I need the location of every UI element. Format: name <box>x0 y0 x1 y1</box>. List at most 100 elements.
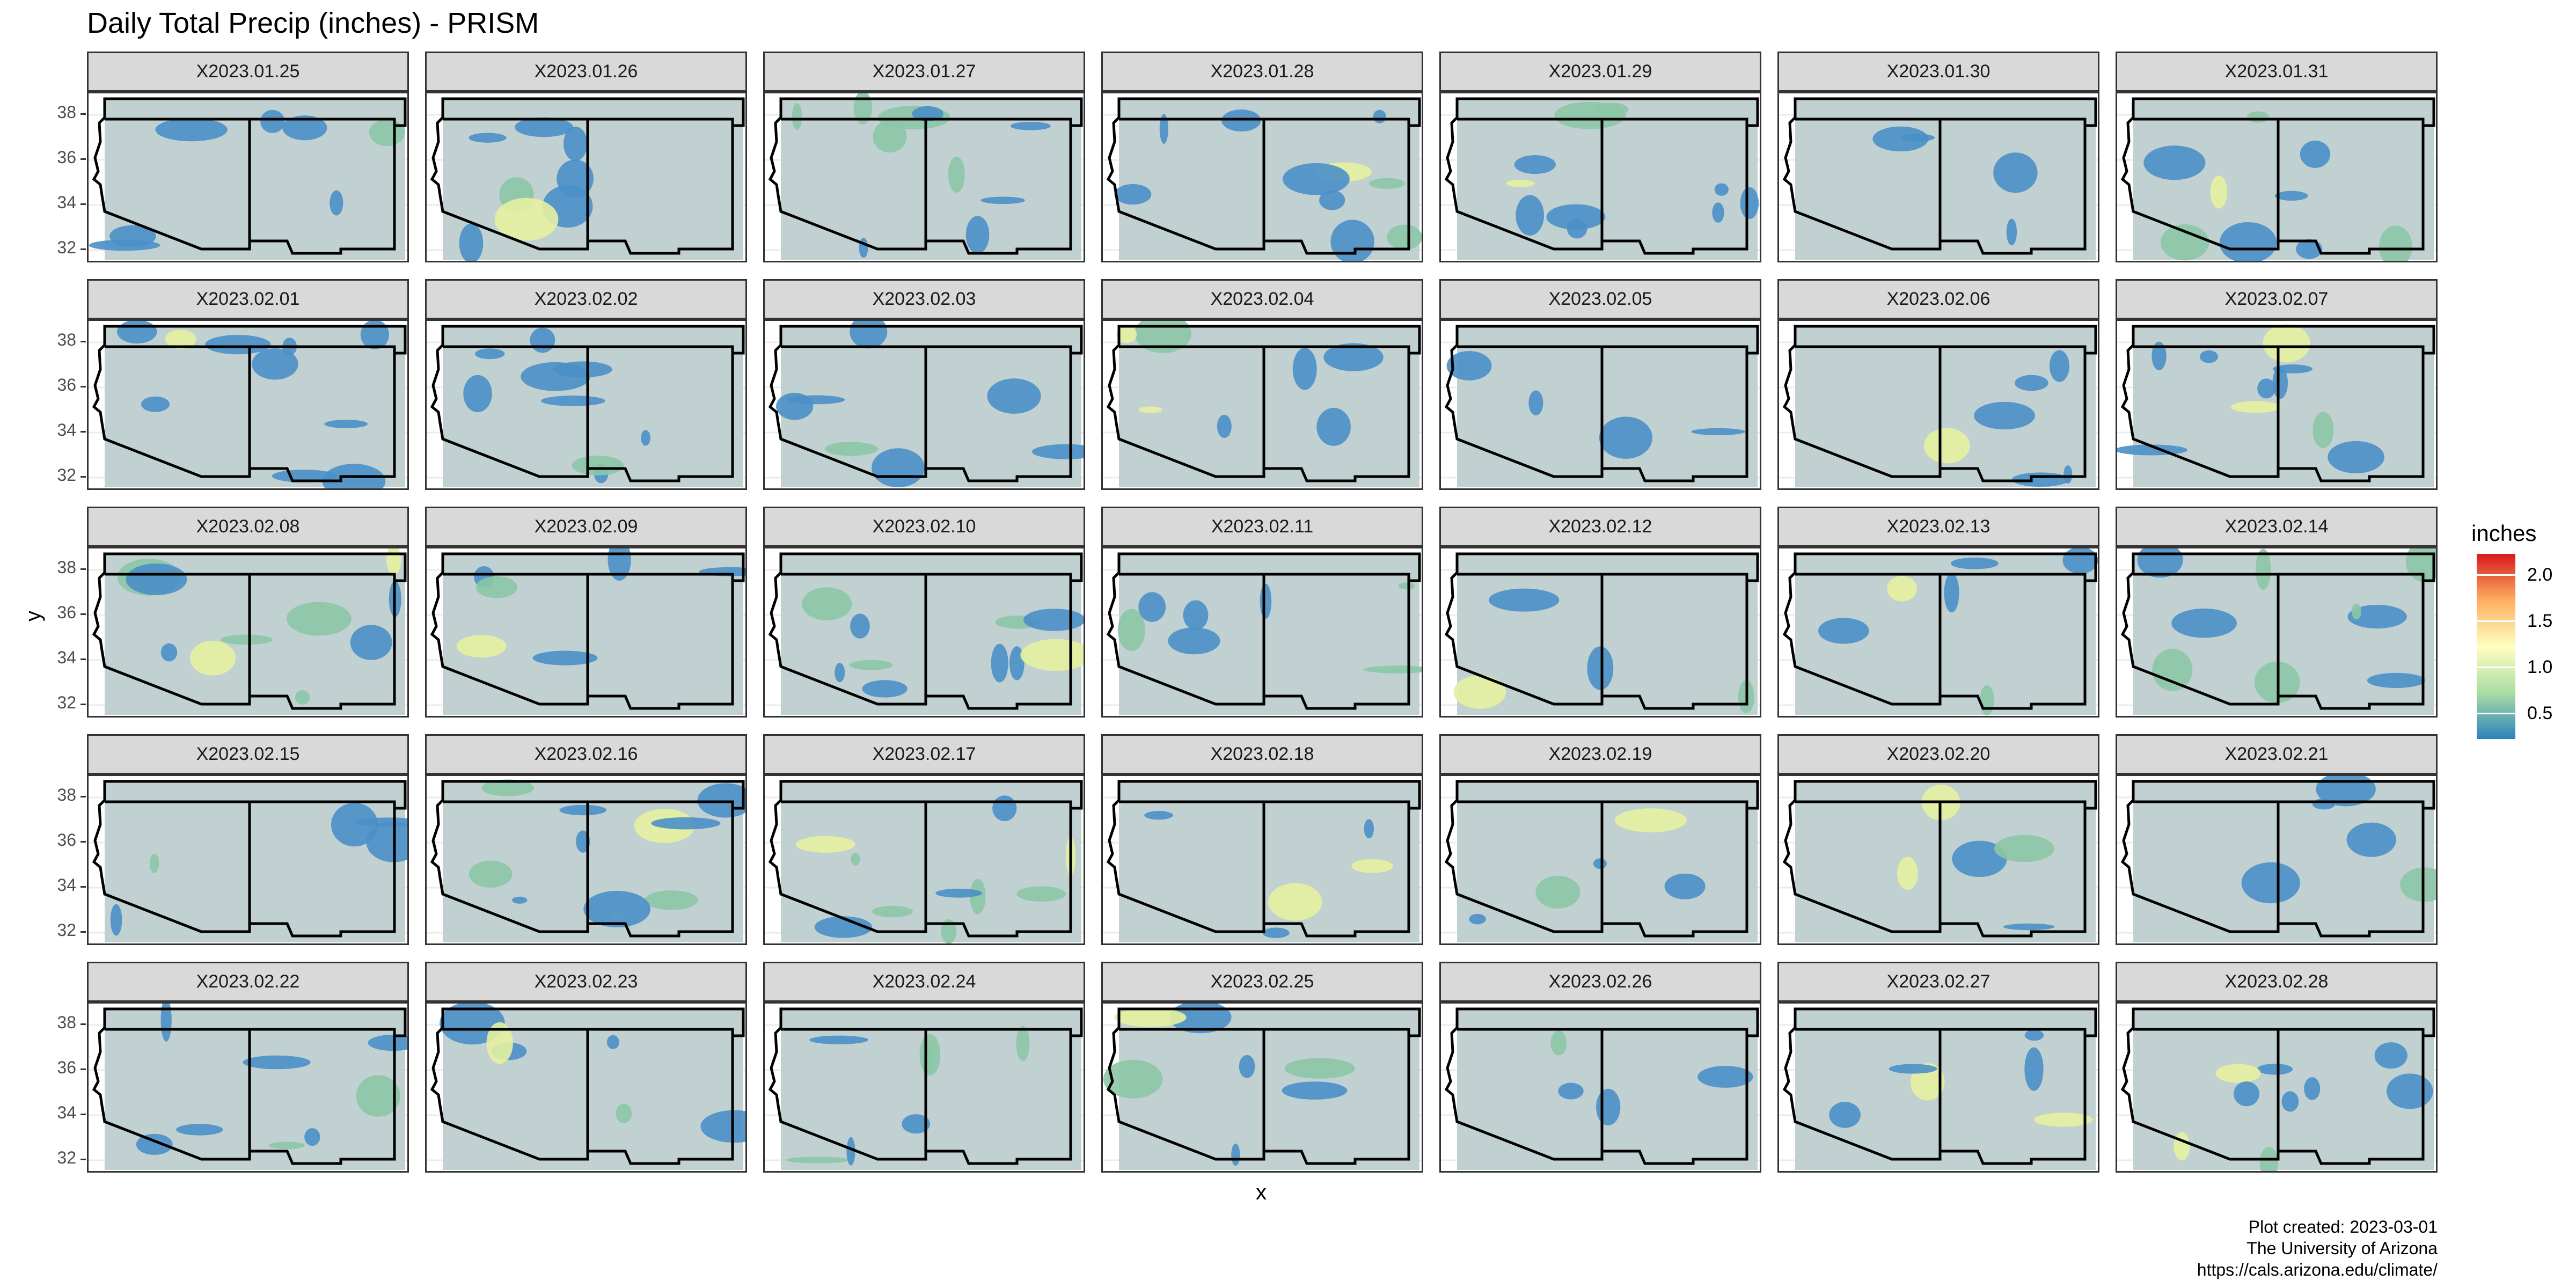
map-svg <box>1103 321 1422 487</box>
precip-area <box>89 239 160 251</box>
precip-area <box>160 1004 172 1042</box>
map-panel <box>425 547 747 718</box>
y-tick-mark <box>80 113 86 115</box>
precip-area <box>2024 1047 2044 1091</box>
precip-area <box>481 779 534 796</box>
precip-area <box>935 888 982 898</box>
precip-area <box>564 126 588 161</box>
precip-area <box>2234 1081 2259 1107</box>
map-background <box>1795 99 2096 260</box>
state-border <box>1106 1007 1421 1165</box>
precip-area <box>2272 367 2288 399</box>
facet-strip-label: X2023.02.03 <box>763 279 1085 319</box>
state-border <box>1782 552 2097 710</box>
precip-area <box>126 563 187 595</box>
precip-area <box>1117 609 1145 651</box>
precip-area <box>1217 414 1232 438</box>
precip-area <box>512 896 528 904</box>
facet-strip-label: X2023.02.21 <box>2116 734 2438 774</box>
map-svg <box>427 548 745 715</box>
precip-area <box>176 1124 223 1136</box>
precip-area <box>2160 224 2209 261</box>
legend-colorbar <box>2477 554 2515 739</box>
y-tick-label: 36 <box>57 375 76 394</box>
state-border <box>1106 97 1421 255</box>
state-border <box>443 800 734 808</box>
precip-area <box>2215 1064 2261 1083</box>
map-panel <box>763 547 1085 718</box>
precip-area <box>1373 109 1386 123</box>
precip-area <box>991 643 1008 683</box>
precip-area <box>295 690 310 705</box>
y-tick-mark <box>80 886 86 888</box>
state-border <box>1119 1028 1410 1036</box>
precip-area <box>2006 218 2017 246</box>
map-svg <box>765 552 1084 715</box>
precip-area <box>369 119 405 147</box>
y-tick-mark <box>80 341 86 342</box>
precip-area <box>1546 204 1606 230</box>
map-background <box>2133 781 2434 942</box>
precip-area <box>1697 1066 1753 1088</box>
precip-area <box>2210 175 2228 209</box>
precip-area <box>2300 140 2331 168</box>
y-tick-mark <box>80 1114 86 1115</box>
precip-area <box>849 660 893 670</box>
precip-area <box>850 321 888 349</box>
facet-strip-label: X2023.01.30 <box>1777 52 2099 92</box>
precip-area <box>1469 913 1486 925</box>
precip-area <box>141 396 170 412</box>
precip-area <box>1489 588 1560 612</box>
precip-area <box>149 853 159 873</box>
precip-area <box>252 348 298 380</box>
precip-area <box>474 348 505 360</box>
precip-area <box>872 905 913 918</box>
precip-area <box>1516 195 1545 236</box>
precip-area <box>1829 1102 1861 1128</box>
y-tick-label: 32 <box>57 920 76 940</box>
state-border <box>1444 325 1759 482</box>
map-panel <box>1439 92 1761 262</box>
map-background <box>1457 326 1758 487</box>
map-background <box>1119 554 1419 715</box>
precip-area <box>824 442 879 456</box>
state-border <box>443 345 734 353</box>
precip-area <box>541 396 605 406</box>
state-border <box>1119 118 1410 126</box>
precip-area <box>850 613 870 639</box>
precip-area <box>2387 1073 2433 1109</box>
map-svg <box>1441 552 1760 715</box>
map-background <box>781 1009 1081 1170</box>
map-svg <box>89 548 407 715</box>
state-border <box>2133 800 2425 808</box>
y-tick-label: 38 <box>57 103 76 122</box>
precip-area <box>190 640 236 676</box>
y-tick-label: 34 <box>57 875 76 895</box>
precip-area <box>204 335 271 355</box>
precip-area <box>2171 608 2237 638</box>
precip-area <box>862 680 908 698</box>
facet-strip-label: X2023.02.05 <box>1439 279 1761 319</box>
state-border <box>1782 780 2097 938</box>
precip-area <box>776 392 814 420</box>
precip-area <box>220 634 273 645</box>
facet-strip-label: X2023.01.31 <box>2116 52 2438 92</box>
facet-strip-label: X2023.02.25 <box>1101 962 1423 1002</box>
facet-strip-label: X2023.01.27 <box>763 52 1085 92</box>
precip-area <box>559 804 607 816</box>
precip-area <box>859 238 868 258</box>
precip-area <box>1514 155 1556 174</box>
y-tick-label: 38 <box>57 330 76 349</box>
precip-area <box>1020 639 1084 671</box>
precip-area <box>331 802 378 847</box>
precip-area <box>2304 1077 2321 1100</box>
state-border <box>768 325 1083 482</box>
state-border <box>92 1007 407 1165</box>
y-tick-label: 34 <box>57 648 76 667</box>
map-svg <box>1103 780 1422 942</box>
state-border <box>2120 325 2435 482</box>
map-panel <box>763 774 1085 945</box>
precip-area <box>1923 428 1970 464</box>
state-border <box>781 573 1072 581</box>
precip-area <box>2015 375 2048 391</box>
